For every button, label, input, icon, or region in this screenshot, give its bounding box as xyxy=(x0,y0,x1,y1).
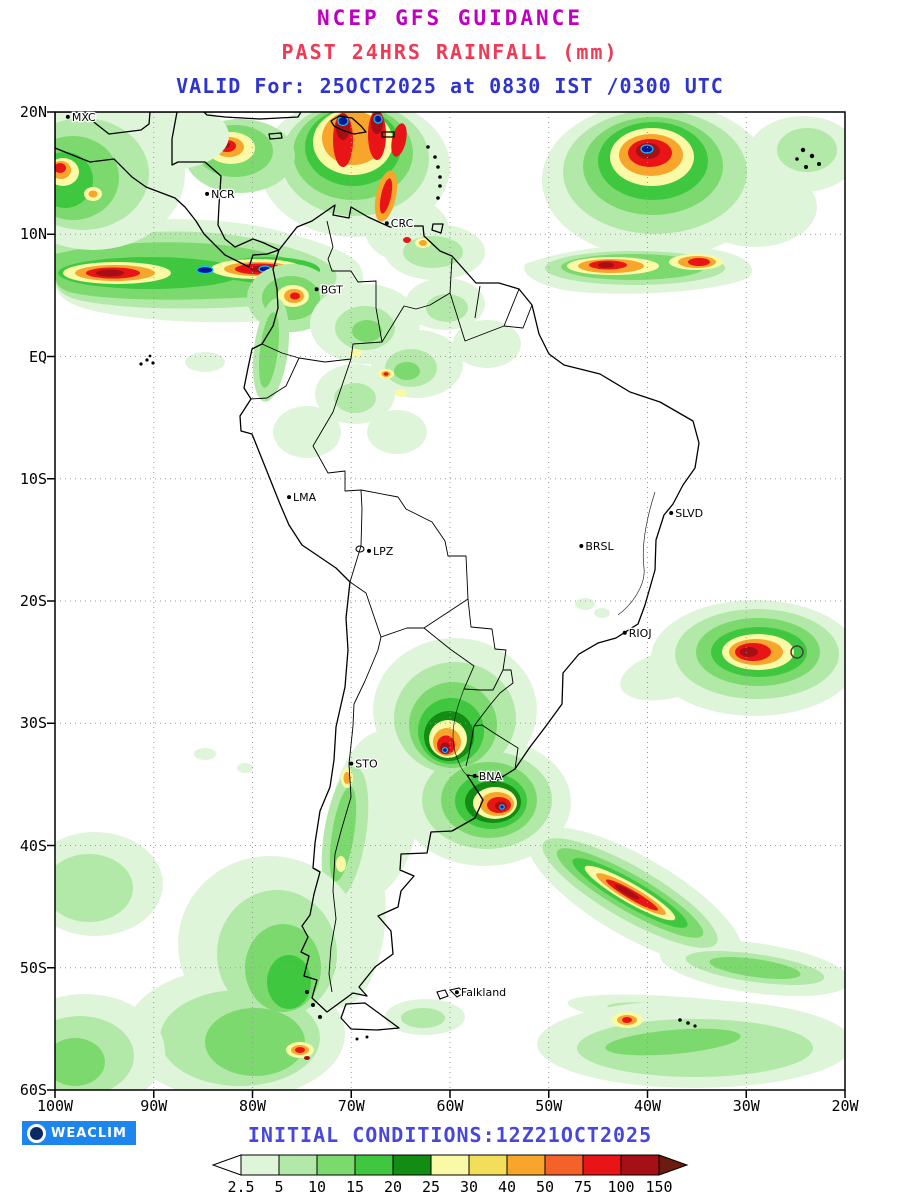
colorbar-cell xyxy=(582,1154,622,1176)
colorbar-label: 5 xyxy=(274,1178,283,1196)
cuba-coastline xyxy=(203,112,302,120)
lon-tick-label: 20W xyxy=(831,1097,859,1115)
station-marker xyxy=(349,761,354,766)
colorbar-label: 25 xyxy=(422,1178,440,1196)
colorbar-below-arrow xyxy=(211,1154,242,1176)
tierra-del-fuego-coastline xyxy=(340,1002,400,1031)
station-marker xyxy=(472,773,477,778)
rivers xyxy=(452,491,656,776)
map-canvas: MXC NCR CRC BGT LMA LPZ BRSL SLVD RIOJ STO BNA Falk… xyxy=(47,110,846,1098)
station-label: SLVD xyxy=(675,507,703,520)
colorbar: 2.5 5 10 15 20 25 30 40 50 75 100 150 xyxy=(211,1154,689,1196)
lat-tick-label: 20S xyxy=(19,592,47,610)
station-label: CRC xyxy=(391,217,414,230)
jamaica-coastline xyxy=(268,132,283,140)
lon-tick-label: 50W xyxy=(535,1097,563,1115)
central-america-coastline xyxy=(55,112,280,268)
lon-tick-label: 70W xyxy=(337,1097,365,1115)
station-label: Falkland xyxy=(461,986,506,999)
station-labels-layer: MXC NCR CRC BGT LMA LPZ BRSL SLVD RIOJ STO BNA Falk… xyxy=(65,110,704,1000)
subtitle-valid-time: VALID For: 25OCT2025 at 0830 IST /0300 U… xyxy=(176,74,724,98)
hispaniola-coastline xyxy=(330,115,367,135)
station-label: NCR xyxy=(211,188,235,201)
station-marker xyxy=(314,287,319,292)
subtitle-variable: PAST 24HRS RAINFALL (mm) xyxy=(281,40,619,64)
station-marker xyxy=(384,221,389,226)
colorbar-cell xyxy=(392,1154,432,1176)
colorbar-label: 15 xyxy=(346,1178,364,1196)
station-marker xyxy=(65,114,70,119)
colorbar-label: 30 xyxy=(460,1178,478,1196)
station-label: BRSL xyxy=(585,540,614,553)
station-label: BGT xyxy=(321,283,343,296)
station-label: RIOJ xyxy=(629,627,652,640)
colorbar-label: 40 xyxy=(498,1178,516,1196)
colorbar-cell xyxy=(620,1154,660,1176)
colorbar-label: 100 xyxy=(607,1178,634,1196)
colorbar-label: 50 xyxy=(536,1178,554,1196)
lat-tick-label: 50S xyxy=(19,958,47,977)
colorbar-cell xyxy=(544,1154,584,1176)
lat-tick-label: 10S xyxy=(19,469,47,488)
lat-tick-label: 60S xyxy=(19,1081,47,1099)
station-marker xyxy=(669,510,674,515)
station-marker xyxy=(579,543,584,548)
initial-conditions-text: INITIAL CONDITIONS:12Z21OCT2025 xyxy=(247,1123,653,1147)
lon-tick-label: 100W xyxy=(36,1097,74,1115)
south-america-coastline xyxy=(239,204,700,1013)
lat-tick-label: 10N xyxy=(19,225,47,244)
station-label: BNA xyxy=(479,770,503,783)
lake-titicaca xyxy=(355,545,365,553)
station-label: STO xyxy=(355,758,378,771)
colorbar-label: 150 xyxy=(645,1178,672,1196)
lon-tick-label: 40W xyxy=(633,1097,662,1115)
lon-tick-label: 80W xyxy=(238,1097,267,1115)
station-marker xyxy=(367,548,372,553)
small-islands xyxy=(139,145,821,1041)
page-title: NCEP GFS GUIDANCE xyxy=(317,6,583,30)
colorbar-above-arrow xyxy=(658,1154,689,1176)
colorbar-cell xyxy=(354,1154,394,1176)
colorbar-label: 2.5 xyxy=(227,1178,254,1196)
weaclim-logo: WEACLIM xyxy=(22,1121,136,1145)
lat-tick-label: 40S xyxy=(19,836,47,855)
lat-tick-label: 30S xyxy=(19,714,47,733)
falkland-islands-coastline xyxy=(436,987,465,1000)
colorbar-cell xyxy=(468,1154,508,1176)
axis-tick-marks xyxy=(47,111,846,1098)
lat-tick-label: EQ xyxy=(28,347,47,366)
coastline-layer xyxy=(55,112,821,1041)
colorbar-cell xyxy=(278,1154,318,1176)
weaclim-logo-icon xyxy=(27,1123,46,1143)
station-label: LMA xyxy=(293,491,317,504)
puerto-rico-coastline xyxy=(381,131,395,138)
lat-tick-label: 20N xyxy=(19,103,47,121)
colorbar-cell xyxy=(506,1154,546,1176)
map-frame xyxy=(54,111,846,1091)
lon-tick-label: 30W xyxy=(732,1097,760,1115)
station-marker xyxy=(205,191,210,196)
colorbar-cell xyxy=(240,1154,280,1176)
lon-tick-label: 90W xyxy=(140,1097,168,1115)
station-marker xyxy=(287,495,292,500)
station-marker xyxy=(454,990,459,995)
colorbar-label: 75 xyxy=(574,1178,592,1196)
colorbar-cell xyxy=(316,1154,356,1176)
station-label: LPZ xyxy=(373,545,394,558)
weaclim-logo-text: WEACLIM xyxy=(51,1125,127,1141)
trinidad-coastline xyxy=(431,223,444,234)
colorbar-label: 10 xyxy=(308,1178,326,1196)
rainfall-shading-layer xyxy=(55,112,845,1090)
lon-tick-label: 60W xyxy=(436,1097,464,1115)
station-label: MXC xyxy=(72,111,96,124)
colorbar-label: 20 xyxy=(384,1178,402,1196)
station-marker xyxy=(622,630,627,635)
colorbar-cell xyxy=(430,1154,470,1176)
gridline-layer xyxy=(55,112,845,1090)
